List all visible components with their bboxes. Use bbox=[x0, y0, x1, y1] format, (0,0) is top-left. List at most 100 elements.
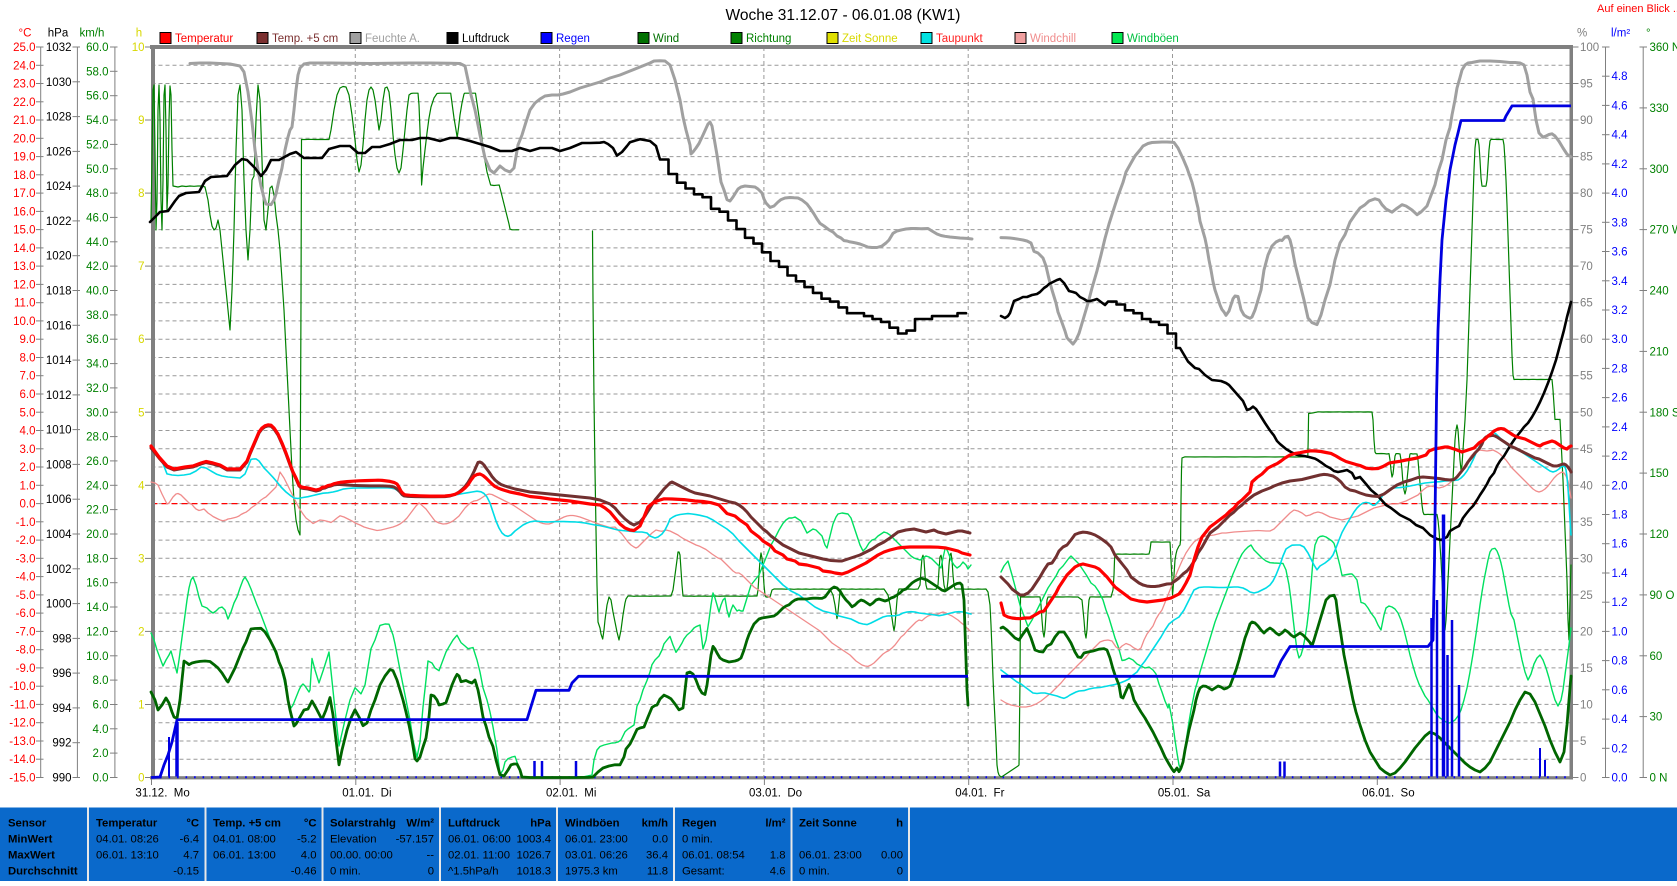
svg-text:50: 50 bbox=[1580, 407, 1593, 419]
svg-text:30.0: 30.0 bbox=[86, 407, 108, 419]
svg-text:4.2: 4.2 bbox=[1612, 159, 1628, 171]
svg-text:4.6: 4.6 bbox=[1612, 100, 1628, 112]
svg-text:4.0: 4.0 bbox=[93, 724, 109, 736]
svg-text:42.0: 42.0 bbox=[86, 261, 108, 273]
svg-text:l/m²: l/m² bbox=[765, 818, 785, 830]
svg-text:0 min.: 0 min. bbox=[330, 866, 361, 878]
svg-text:50.0: 50.0 bbox=[86, 164, 108, 176]
svg-text:26.0: 26.0 bbox=[86, 456, 108, 468]
svg-text:1.4: 1.4 bbox=[1612, 568, 1629, 580]
svg-text:02.01. Mi: 02.01. Mi bbox=[546, 788, 597, 800]
svg-text:06.01. 13:10: 06.01. 13:10 bbox=[96, 850, 159, 862]
svg-text:0: 0 bbox=[138, 773, 144, 785]
svg-text:1.6: 1.6 bbox=[1612, 539, 1628, 551]
svg-text:0.0: 0.0 bbox=[20, 499, 36, 511]
svg-text:32.0: 32.0 bbox=[86, 383, 108, 395]
svg-text:80: 80 bbox=[1580, 188, 1593, 200]
svg-text:85: 85 bbox=[1580, 152, 1593, 164]
svg-text:150: 150 bbox=[1650, 468, 1669, 480]
svg-text:4.4: 4.4 bbox=[1612, 130, 1629, 142]
svg-text:14.0: 14.0 bbox=[13, 243, 35, 255]
svg-text:54.0: 54.0 bbox=[86, 115, 108, 127]
svg-text:38.0: 38.0 bbox=[86, 310, 108, 322]
svg-text:4.0: 4.0 bbox=[1612, 188, 1628, 200]
svg-text:06.01. So: 06.01. So bbox=[1362, 788, 1414, 800]
svg-text:Sensor: Sensor bbox=[8, 818, 47, 830]
svg-text:24.0: 24.0 bbox=[13, 60, 35, 72]
svg-text:1.2: 1.2 bbox=[1612, 597, 1628, 609]
svg-text:-6.4: -6.4 bbox=[180, 834, 199, 846]
svg-text:3.8: 3.8 bbox=[1612, 217, 1628, 229]
svg-text:0.00: 0.00 bbox=[881, 850, 903, 862]
svg-text:90 O: 90 O bbox=[1650, 590, 1675, 602]
svg-text:9: 9 bbox=[138, 115, 144, 127]
svg-text:19.0: 19.0 bbox=[13, 152, 35, 164]
svg-text:15.0: 15.0 bbox=[13, 225, 35, 237]
svg-text:hPa: hPa bbox=[530, 818, 551, 830]
svg-text:23.0: 23.0 bbox=[13, 79, 35, 91]
svg-text:-10.0: -10.0 bbox=[9, 681, 35, 693]
svg-text:996: 996 bbox=[52, 668, 71, 680]
svg-text:3.0: 3.0 bbox=[1612, 334, 1628, 346]
svg-text:0.4: 0.4 bbox=[1612, 714, 1629, 726]
svg-text:06.01. 13:00: 06.01. 13:00 bbox=[213, 850, 276, 862]
svg-text:2.0: 2.0 bbox=[1612, 480, 1628, 492]
svg-text:-0.46: -0.46 bbox=[291, 866, 317, 878]
svg-text:Zeit Sonne: Zeit Sonne bbox=[842, 33, 898, 45]
svg-text:0 min.: 0 min. bbox=[799, 866, 830, 878]
svg-text:Temperatur: Temperatur bbox=[96, 818, 158, 830]
svg-text:7: 7 bbox=[138, 261, 144, 273]
svg-text:Elevation: Elevation bbox=[330, 834, 376, 846]
svg-text:°C: °C bbox=[186, 818, 199, 830]
svg-text:22.0: 22.0 bbox=[13, 97, 35, 109]
svg-text:0.8: 0.8 bbox=[1612, 656, 1628, 668]
svg-text:-6.0: -6.0 bbox=[16, 608, 36, 620]
svg-text:Temp. +5 cm: Temp. +5 cm bbox=[272, 33, 338, 45]
svg-text:-7.0: -7.0 bbox=[16, 626, 36, 638]
svg-text:95: 95 bbox=[1580, 79, 1593, 91]
svg-text:12.0: 12.0 bbox=[86, 626, 108, 638]
svg-text:-5.2: -5.2 bbox=[297, 834, 316, 846]
svg-text:01.01. Di: 01.01. Di bbox=[342, 788, 391, 800]
svg-text:180 S: 180 S bbox=[1650, 407, 1677, 419]
svg-text:--: -- bbox=[426, 850, 434, 862]
svg-text:1012: 1012 bbox=[46, 390, 72, 402]
svg-text:Richtung: Richtung bbox=[746, 33, 791, 45]
svg-text:1026.7: 1026.7 bbox=[516, 850, 551, 862]
svg-text:30: 30 bbox=[1650, 712, 1663, 724]
svg-text:1014: 1014 bbox=[46, 355, 72, 367]
svg-text:1018: 1018 bbox=[46, 286, 72, 298]
svg-text:00.00. 00:00: 00.00. 00:00 bbox=[330, 850, 393, 862]
svg-text:Luftdruck: Luftdruck bbox=[448, 818, 501, 830]
svg-text:06.01. 08:54: 06.01. 08:54 bbox=[682, 850, 745, 862]
svg-text:0 N: 0 N bbox=[1650, 773, 1668, 785]
svg-text:0: 0 bbox=[1580, 773, 1586, 785]
svg-text:-2.0: -2.0 bbox=[16, 535, 36, 547]
svg-text:1016: 1016 bbox=[46, 320, 72, 332]
svg-text:1008: 1008 bbox=[46, 459, 72, 471]
svg-text:Temperatur: Temperatur bbox=[175, 33, 233, 45]
svg-text:60.0: 60.0 bbox=[86, 42, 108, 54]
svg-text:-5.0: -5.0 bbox=[16, 590, 36, 602]
svg-text:34.0: 34.0 bbox=[86, 359, 108, 371]
svg-text:h: h bbox=[896, 818, 903, 830]
svg-text:2.2: 2.2 bbox=[1612, 451, 1628, 463]
svg-text:10: 10 bbox=[132, 42, 145, 54]
svg-text:Feuchte A.: Feuchte A. bbox=[365, 33, 420, 45]
svg-text:2.0: 2.0 bbox=[93, 748, 109, 760]
svg-text:1975.3 km: 1975.3 km bbox=[565, 866, 618, 878]
svg-text:-57.157: -57.157 bbox=[396, 834, 434, 846]
svg-text:56.0: 56.0 bbox=[86, 91, 108, 103]
svg-text:210: 210 bbox=[1650, 346, 1669, 358]
svg-text:4.8: 4.8 bbox=[1612, 71, 1628, 83]
svg-text:44.0: 44.0 bbox=[86, 237, 108, 249]
svg-text:994: 994 bbox=[52, 703, 72, 715]
svg-text:Luftdruck: Luftdruck bbox=[462, 33, 510, 45]
svg-text:-9.0: -9.0 bbox=[16, 663, 36, 675]
svg-text:06.01. 23:00: 06.01. 23:00 bbox=[799, 850, 862, 862]
svg-text:1.0: 1.0 bbox=[1612, 626, 1628, 638]
svg-text:1.8: 1.8 bbox=[770, 850, 786, 862]
svg-text:2: 2 bbox=[138, 626, 144, 638]
svg-text:5: 5 bbox=[1580, 736, 1586, 748]
svg-text:MaxWert: MaxWert bbox=[8, 850, 55, 862]
